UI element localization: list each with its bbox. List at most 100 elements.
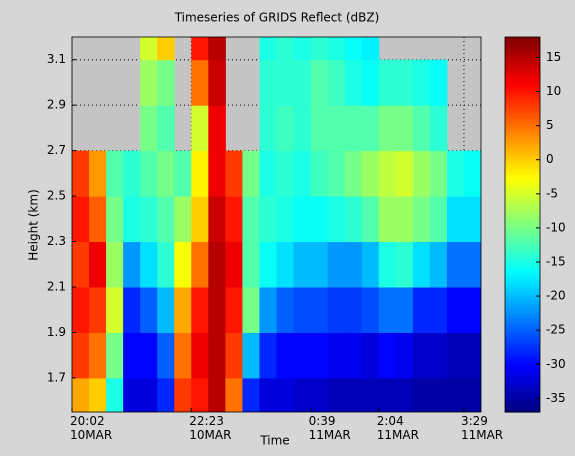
colorbar-step: [505, 340, 540, 344]
heatmap-cell: [89, 287, 107, 333]
colorbar-step: [505, 333, 540, 338]
colorbar-step: [505, 90, 540, 94]
heatmap-cell: [395, 241, 414, 288]
heatmap-cell: [310, 59, 329, 106]
colorbar-step: [505, 308, 540, 313]
heatmap-cell: [123, 196, 141, 243]
x-axis-label: Time: [259, 434, 289, 448]
colorbar-step: [505, 280, 540, 285]
heatmap-cell: [72, 377, 90, 412]
heatmap-cell: [242, 332, 260, 379]
colorbar-step: [505, 199, 540, 204]
heatmap-cell: [123, 377, 141, 412]
y-tick-label: 2.9: [47, 98, 66, 112]
heatmap-cell: [361, 287, 380, 333]
heatmap-cell: [208, 105, 226, 152]
heatmap-cell: [344, 196, 363, 243]
colorbar-tick-label: 5: [546, 118, 554, 132]
colorbar-step: [505, 377, 540, 382]
heatmap-cell: [242, 241, 260, 288]
heatmap-cell: [174, 377, 192, 412]
heatmap-cell: [412, 377, 431, 412]
heatmap-cell: [225, 287, 243, 333]
heatmap-cell: [429, 59, 448, 106]
colorbar-step: [505, 218, 540, 222]
heatmap-cell: [259, 241, 277, 288]
colorbar-step: [505, 362, 540, 366]
heatmap-cell: [344, 287, 363, 333]
colorbar-step: [505, 393, 540, 397]
heatmap-cell: [191, 150, 209, 197]
colorbar-tick-label: 10: [546, 84, 561, 98]
heatmap-cell: [293, 37, 312, 61]
y-tick-label: 2.3: [47, 234, 66, 248]
heatmap-cell: [276, 59, 295, 106]
colorbar-tick-label: -10: [546, 220, 566, 234]
heatmap-cell: [72, 196, 90, 243]
colorbar-step: [505, 62, 540, 66]
heatmap-cell: [140, 196, 158, 243]
heatmap-cell: [276, 105, 295, 152]
x-tick-label: 2:04 11MAR: [376, 414, 419, 442]
colorbar-step: [505, 65, 540, 69]
colorbar-step: [505, 40, 540, 44]
heatmap-cell: [242, 287, 260, 333]
heatmap-cell: [259, 287, 277, 333]
colorbar-step: [505, 249, 540, 254]
heatmap-cell: [72, 332, 90, 379]
heatmap-cell: [310, 37, 329, 61]
x-tick-label: 3:29 11MAR: [460, 414, 504, 442]
heatmap-cell: [395, 332, 414, 379]
heatmap-cell: [293, 377, 312, 412]
heatmap-cell: [225, 196, 243, 243]
colorbar-step: [505, 368, 540, 372]
colorbar-step: [505, 399, 540, 404]
colorbar-step: [505, 49, 540, 54]
y-axis-label: Height (km): [27, 189, 41, 260]
colorbar-step: [505, 215, 540, 219]
x-tick-label: 22:23 10MAR: [189, 414, 232, 442]
heatmap-cell: [327, 196, 346, 243]
colorbar-step: [505, 312, 540, 316]
colorbar-step: [505, 299, 540, 304]
heatmap-cell: [412, 287, 431, 333]
heatmap-cell: [157, 37, 175, 61]
heatmap-cell: [378, 150, 397, 197]
y-tick-label: 2.1: [47, 280, 66, 294]
y-tick-label: 1.7: [47, 370, 66, 384]
colorbar-step: [505, 252, 540, 257]
heatmap-cell: [310, 332, 329, 379]
heatmap-cell: [225, 241, 243, 288]
heatmap-cell: [174, 241, 192, 288]
heatmap-cell: [276, 377, 295, 412]
heatmap-cell: [412, 332, 431, 379]
colorbar-step: [505, 174, 540, 179]
colorbar-step: [505, 46, 540, 51]
heatmap-cell: [412, 196, 431, 243]
colorbar: [504, 36, 541, 413]
heatmap-cell: [106, 196, 124, 243]
colorbar-step: [505, 402, 540, 407]
heatmap-cell: [276, 332, 295, 379]
colorbar-step: [505, 149, 540, 154]
heatmap-cell: [378, 105, 397, 152]
heatmap-cell: [429, 196, 448, 243]
heatmap-cell: [106, 241, 124, 288]
heatmap-cell: [429, 287, 448, 333]
heatmap-cell: [89, 150, 107, 197]
heatmap-cell: [293, 241, 312, 288]
colorbar-step: [505, 158, 540, 163]
colorbar-tick-label: -25: [546, 323, 566, 337]
colorbar-step: [505, 324, 540, 329]
heatmap-cell: [327, 377, 346, 412]
colorbar-step: [505, 293, 540, 297]
heatmap-cell: [327, 287, 346, 333]
heatmap-cell: [259, 150, 277, 197]
colorbar-step: [505, 124, 540, 129]
heatmap-cell: [157, 241, 175, 288]
colorbar-step: [505, 146, 540, 151]
colorbar-step: [505, 102, 540, 107]
colorbar-tick-label: -5: [546, 186, 558, 200]
